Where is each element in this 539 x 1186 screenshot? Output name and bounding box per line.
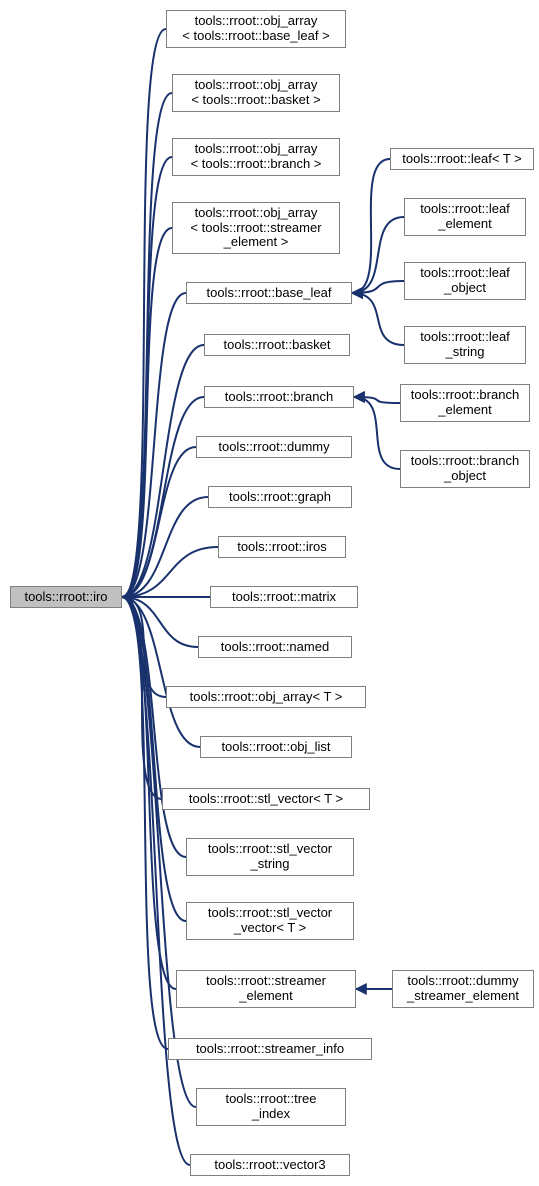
node-dummy_se[interactable]: tools::rroot::dummy _streamer_element [392,970,534,1008]
edge-named-iro [122,597,198,647]
node-tree_index[interactable]: tools::rroot::tree _index [196,1088,346,1126]
node-base_leaf[interactable]: tools::rroot::base_leaf [186,282,352,304]
node-oa_base_leaf[interactable]: tools::rroot::obj_array < tools::rroot::… [166,10,346,48]
node-branch_object[interactable]: tools::rroot::branch _object [400,450,530,488]
edge-stl_vector_vector-iro [122,597,186,921]
edge-branch_object-branch [354,397,400,469]
node-dummy[interactable]: tools::rroot::dummy [196,436,352,458]
node-obj_list[interactable]: tools::rroot::obj_list [200,736,352,758]
edge-streamer_info-iro [122,597,168,1049]
node-stl_vector_vector[interactable]: tools::rroot::stl_vector _vector< T > [186,902,354,940]
edge-base_leaf-iro [122,293,186,597]
node-graph[interactable]: tools::rroot::graph [208,486,352,508]
edge-tree_index-iro [122,597,196,1107]
edge-dummy-iro [122,447,196,597]
node-matrix[interactable]: tools::rroot::matrix [210,586,358,608]
edge-leaf_string-base_leaf [352,293,404,345]
node-leaf_object[interactable]: tools::rroot::leaf _object [404,262,526,300]
node-streamer_element[interactable]: tools::rroot::streamer _element [176,970,356,1008]
node-oa_se[interactable]: tools::rroot::obj_array < tools::rroot::… [172,202,340,254]
edge-obj_list-iro [122,597,200,747]
edge-leaf_object-base_leaf [352,281,404,293]
node-leaf_element[interactable]: tools::rroot::leaf _element [404,198,526,236]
edge-oa_base_leaf-iro [122,29,166,597]
node-leaf_t[interactable]: tools::rroot::leaf< T > [390,148,534,170]
node-vector3[interactable]: tools::rroot::vector3 [190,1154,350,1176]
node-streamer_info[interactable]: tools::rroot::streamer_info [168,1038,372,1060]
edge-oa_branch-iro [122,157,172,597]
edge-obj_array_t-iro [122,597,166,697]
node-branch_element[interactable]: tools::rroot::branch _element [400,384,530,422]
node-oa_branch[interactable]: tools::rroot::obj_array < tools::rroot::… [172,138,340,176]
edge-branch-iro [122,397,204,597]
edge-leaf_t-base_leaf [352,159,390,293]
node-basket[interactable]: tools::rroot::basket [204,334,350,356]
node-obj_array_t[interactable]: tools::rroot::obj_array< T > [166,686,366,708]
node-iro[interactable]: tools::rroot::iro [10,586,122,608]
edge-oa_se-iro [122,228,172,597]
node-stl_vector_t[interactable]: tools::rroot::stl_vector< T > [162,788,370,810]
edge-vector3-iro [122,597,190,1165]
node-leaf_string[interactable]: tools::rroot::leaf _string [404,326,526,364]
edge-iros-iro [122,547,218,597]
inheritance-diagram: tools::rroot::irotools::rroot::obj_array… [0,0,539,1186]
edge-leaf_element-base_leaf [352,217,404,293]
edge-branch_element-branch [354,397,400,403]
edge-graph-iro [122,497,208,597]
edge-oa_basket-iro [122,93,172,597]
edge-stl_vector_t-iro [122,597,162,799]
node-named[interactable]: tools::rroot::named [198,636,352,658]
edge-basket-iro [122,345,204,597]
node-oa_basket[interactable]: tools::rroot::obj_array < tools::rroot::… [172,74,340,112]
node-branch[interactable]: tools::rroot::branch [204,386,354,408]
node-iros[interactable]: tools::rroot::iros [218,536,346,558]
node-stl_vector_string[interactable]: tools::rroot::stl_vector _string [186,838,354,876]
edge-stl_vector_string-iro [122,597,186,857]
